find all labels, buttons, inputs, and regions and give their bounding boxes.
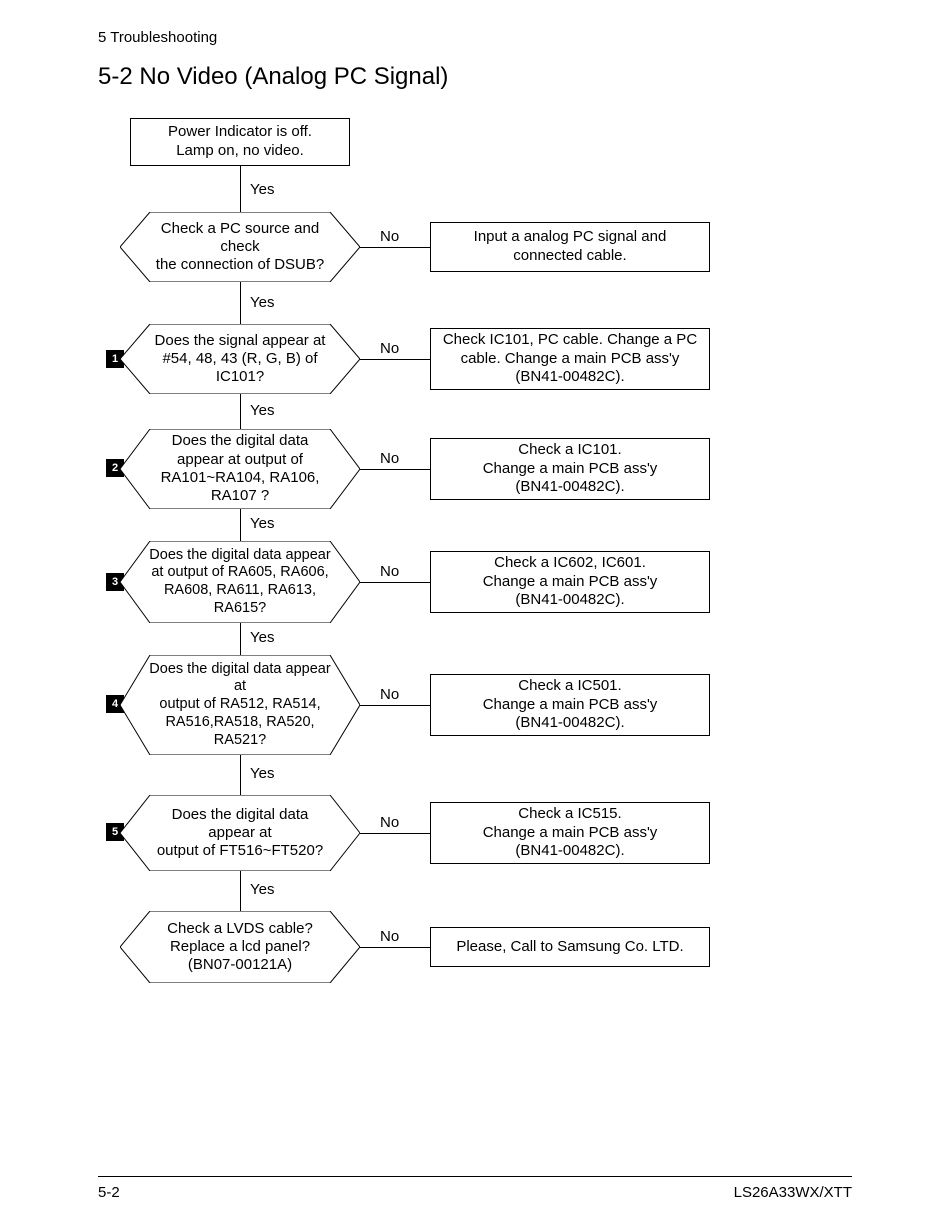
action-2: Check a IC101. Change a main PCB ass'y (… <box>430 438 710 500</box>
yes-label-3: Yes <box>250 515 274 532</box>
action-6: Please, Call to Samsung Co. LTD. <box>430 927 710 967</box>
action-4-text: Check a IC501. Change a main PCB ass'y (… <box>483 677 658 733</box>
start-text: Power Indicator is off. Lamp on, no vide… <box>168 123 312 161</box>
action-2-text: Check a IC101. Change a main PCB ass'y (… <box>483 441 658 497</box>
yes-label-4: Yes <box>250 629 274 646</box>
decision-5-text: Does the digital data appear at output o… <box>120 795 360 871</box>
start-box: Power Indicator is off. Lamp on, no vide… <box>130 118 350 166</box>
action-4: Check a IC501. Change a main PCB ass'y (… <box>430 674 710 736</box>
no-label-4: No <box>380 686 399 703</box>
yes-label-1: Yes <box>250 294 274 311</box>
decision-6: Check a LVDS cable? Replace a lcd panel?… <box>120 911 360 983</box>
footer-page: 5-2 <box>98 1184 120 1201</box>
yes-label-2: Yes <box>250 402 274 419</box>
section-header: 5 Troubleshooting <box>98 29 217 46</box>
decision-3: Does the digital data appear at output o… <box>120 541 360 623</box>
decision-0: Check a PC source and check the connecti… <box>120 212 360 282</box>
no-label-1: No <box>380 340 399 357</box>
action-1: Check IC101, PC cable. Change a PC cable… <box>430 328 710 390</box>
decision-1: Does the signal appear at #54, 48, 43 (R… <box>120 324 360 394</box>
page-title: 5-2 No Video (Analog PC Signal) <box>98 63 448 91</box>
yes-label-0: Yes <box>250 181 274 198</box>
no-label-0: No <box>380 228 399 245</box>
no-label-6: No <box>380 928 399 945</box>
action-5-text: Check a IC515. Change a main PCB ass'y (… <box>483 805 658 861</box>
decision-2-text: Does the digital data appear at output o… <box>120 429 360 509</box>
yes-label-6: Yes <box>250 881 274 898</box>
decision-3-text: Does the digital data appear at output o… <box>120 541 360 623</box>
action-3-text: Check a IC602, IC601. Change a main PCB … <box>483 554 658 610</box>
action-0-text: Input a analog PC signal and connected c… <box>437 228 703 266</box>
no-label-3: No <box>380 563 399 580</box>
decision-1-text: Does the signal appear at #54, 48, 43 (R… <box>120 324 360 394</box>
decision-6-text: Check a LVDS cable? Replace a lcd panel?… <box>120 911 360 983</box>
no-label-5: No <box>380 814 399 831</box>
decision-0-text: Check a PC source and check the connecti… <box>120 212 360 282</box>
footer-rule <box>98 1176 852 1177</box>
action-1-text: Check IC101, PC cable. Change a PC cable… <box>437 331 703 387</box>
action-3: Check a IC602, IC601. Change a main PCB … <box>430 551 710 613</box>
action-6-text: Please, Call to Samsung Co. LTD. <box>456 938 683 957</box>
page: 5 Troubleshooting 5-2 No Video (Analog P… <box>0 0 950 1231</box>
decision-2: Does the digital data appear at output o… <box>120 429 360 509</box>
action-5: Check a IC515. Change a main PCB ass'y (… <box>430 802 710 864</box>
no-label-2: No <box>380 450 399 467</box>
footer-model: LS26A33WX/XTT <box>734 1184 852 1201</box>
yes-label-5: Yes <box>250 765 274 782</box>
decision-5: Does the digital data appear at output o… <box>120 795 360 871</box>
action-0: Input a analog PC signal and connected c… <box>430 222 710 272</box>
decision-4-text: Does the digital data appear at output o… <box>120 655 360 755</box>
decision-4: Does the digital data appear at output o… <box>120 655 360 755</box>
